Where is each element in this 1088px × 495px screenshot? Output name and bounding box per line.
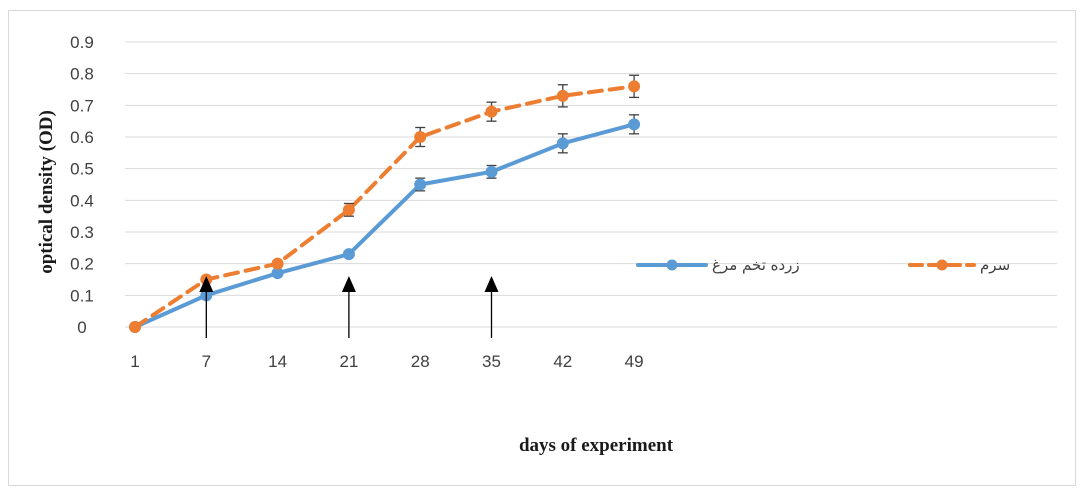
up-arrow-icon bbox=[484, 276, 499, 338]
x-tick-label: 42 bbox=[553, 352, 572, 371]
up-arrow-icon bbox=[341, 276, 356, 338]
arrow-head bbox=[484, 276, 499, 292]
data-point bbox=[485, 105, 498, 118]
x-tick-label: 35 bbox=[482, 352, 501, 371]
legend-marker bbox=[666, 259, 678, 271]
x-tick-label: 14 bbox=[268, 352, 287, 371]
y-axis-title: optical density (OD) bbox=[36, 110, 57, 274]
data-point bbox=[342, 203, 355, 216]
series-2 bbox=[129, 74, 641, 333]
series-line bbox=[133, 84, 637, 329]
x-tick-label: 7 bbox=[202, 352, 211, 371]
x-tick-label: 28 bbox=[411, 352, 430, 371]
legend: زرده تخم مرغ سرم bbox=[636, 256, 1010, 274]
legend-marker bbox=[936, 259, 948, 271]
legend-label: سرم bbox=[980, 256, 1010, 274]
x-tick-label: 21 bbox=[339, 352, 358, 371]
x-tick-label: 49 bbox=[625, 352, 644, 371]
data-point bbox=[628, 118, 641, 131]
annotation-arrows bbox=[199, 276, 499, 338]
data-point bbox=[556, 89, 569, 102]
data-point bbox=[129, 321, 141, 333]
data-point bbox=[628, 80, 641, 93]
up-arrow-icon bbox=[199, 276, 214, 338]
series-layer bbox=[129, 74, 641, 333]
x-axis-title: days of experiment bbox=[519, 435, 674, 456]
x-axis-ticks: 1 7 14 21 28 35 42 49 bbox=[130, 352, 643, 371]
data-point bbox=[414, 178, 427, 191]
x-tick-label: 1 bbox=[130, 352, 139, 371]
y-tick-label: 0.3 bbox=[70, 223, 94, 242]
data-point bbox=[342, 248, 355, 261]
data-point bbox=[414, 131, 427, 143]
y-tick-label: 0.2 bbox=[70, 255, 94, 274]
chart-frame bbox=[8, 10, 1076, 486]
y-tick-label: 0.4 bbox=[70, 191, 94, 210]
data-point bbox=[485, 165, 498, 178]
y-tick-label: 0.5 bbox=[70, 160, 94, 179]
data-point bbox=[271, 257, 284, 270]
y-tick-label: 0.8 bbox=[70, 65, 94, 84]
legend-item: سرم bbox=[908, 256, 1010, 274]
arrow-head bbox=[199, 276, 214, 292]
legend-item: زرده تخم مرغ bbox=[636, 256, 800, 274]
y-tick-label: 0.9 bbox=[70, 33, 94, 52]
y-tick-label: 0.7 bbox=[70, 96, 94, 115]
arrow-head bbox=[341, 276, 356, 292]
gridlines bbox=[125, 41, 1057, 328]
y-tick-label: 0.6 bbox=[70, 128, 94, 147]
y-tick-label: 0 bbox=[77, 318, 86, 337]
y-tick-label: 0.1 bbox=[70, 286, 94, 305]
series-line bbox=[133, 122, 637, 329]
legend-label: زرده تخم مرغ bbox=[712, 256, 800, 274]
y-axis-ticks: 0 0.1 0.2 0.3 0.4 0.5 0.6 0.7 0.8 0.9 bbox=[70, 33, 94, 337]
data-point bbox=[556, 137, 569, 150]
